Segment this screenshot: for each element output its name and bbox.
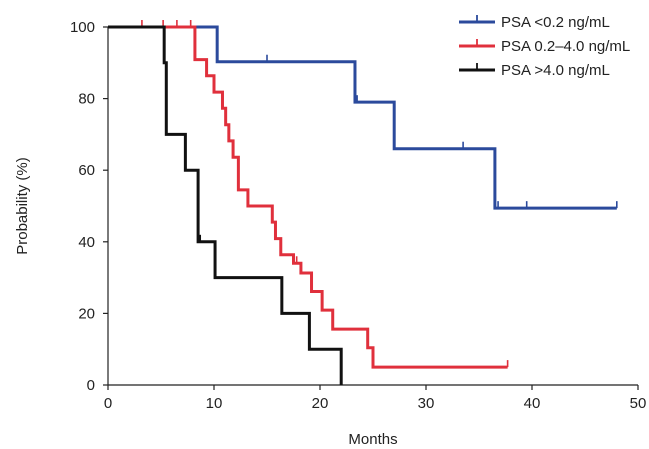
x-tick-label: 20 <box>312 395 329 412</box>
y-ticks: 0 20 40 60 80 100 <box>70 19 108 394</box>
legend-label: PSA 0.2–4.0 ng/mL <box>501 38 630 55</box>
series-line <box>108 25 508 369</box>
legend-item: PSA <0.2 ng/mL <box>459 14 610 31</box>
x-tick-label: 30 <box>418 395 435 412</box>
legend: PSA <0.2 ng/mL PSA 0.2–4.0 ng/mL PSA >4.0 … <box>459 14 630 79</box>
x-tick-label: 10 <box>206 395 223 412</box>
legend-item: PSA >4.0 ng/mL <box>459 62 610 79</box>
y-tick-label: 60 <box>78 162 95 179</box>
legend-label: PSA >4.0 ng/mL <box>501 62 610 79</box>
legend-item: PSA 0.2–4.0 ng/mL <box>459 38 630 55</box>
series-group <box>108 25 343 385</box>
x-tick-label: 0 <box>104 395 112 412</box>
x-tick-label: 50 <box>630 395 647 412</box>
series-group <box>108 20 509 369</box>
y-tick-label: 80 <box>78 91 95 108</box>
plot-area <box>108 20 618 385</box>
y-tick-label: 0 <box>87 377 95 394</box>
legend-label: PSA <0.2 ng/mL <box>501 14 610 31</box>
y-tick-label: 20 <box>78 305 95 322</box>
axes <box>107 27 638 386</box>
series-line <box>108 25 617 210</box>
x-ticks: 0 10 20 30 40 50 <box>104 385 647 412</box>
x-axis-title: Months <box>348 431 397 448</box>
series-line <box>108 25 343 385</box>
y-tick-label: 40 <box>78 234 95 251</box>
x-tick-label: 40 <box>524 395 541 412</box>
y-axis-title: Probability (%) <box>14 157 31 255</box>
y-tick-label: 100 <box>70 19 95 36</box>
series-group <box>108 25 618 210</box>
